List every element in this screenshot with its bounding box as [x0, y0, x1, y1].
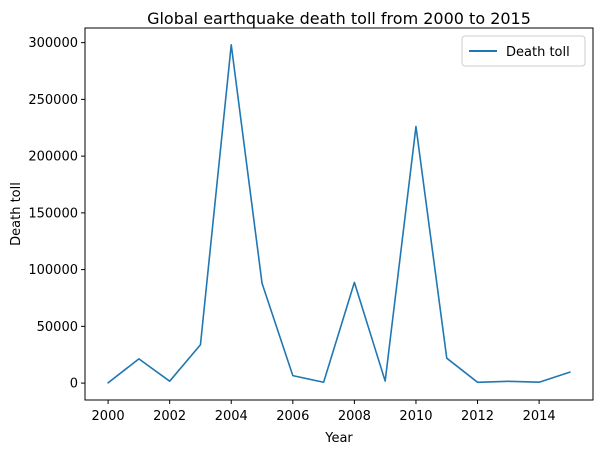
y-tick-label: 100000	[28, 263, 78, 278]
axes-frame	[85, 28, 593, 400]
y-axis-label: Death toll	[9, 182, 24, 246]
x-axis: 2000 2002 2004 2006 2008 2010 2012 2014	[92, 400, 556, 424]
y-tick-label: 200000	[28, 150, 78, 165]
x-tick-label: 2008	[338, 409, 371, 424]
y-tick-label: 300000	[28, 36, 78, 51]
x-tick-label: 2004	[215, 409, 248, 424]
x-tick-label: 2010	[399, 409, 432, 424]
series-layer	[108, 45, 570, 383]
y-tick-label: 0	[70, 377, 78, 392]
series-line-death-toll	[108, 45, 570, 383]
plot-area: 0 50000 100000 150000 200000 250000 300000 200…	[28, 28, 593, 424]
y-tick-label: 150000	[28, 206, 78, 221]
x-axis-label: Year	[324, 431, 353, 446]
chart-title: Global earthquake death toll from 2000 t…	[147, 9, 531, 28]
y-tick-label: 50000	[37, 320, 78, 335]
x-tick-label: 2000	[92, 409, 125, 424]
x-tick-label: 2006	[276, 409, 309, 424]
x-tick-label: 2014	[523, 409, 556, 424]
legend-label: Death toll	[506, 45, 570, 60]
y-axis: 0 50000 100000 150000 200000 250000 300000	[28, 36, 85, 391]
x-tick-label: 2012	[461, 409, 494, 424]
legend: Death toll	[462, 36, 585, 66]
x-tick-label: 2002	[153, 409, 186, 424]
y-tick-label: 250000	[28, 93, 78, 108]
